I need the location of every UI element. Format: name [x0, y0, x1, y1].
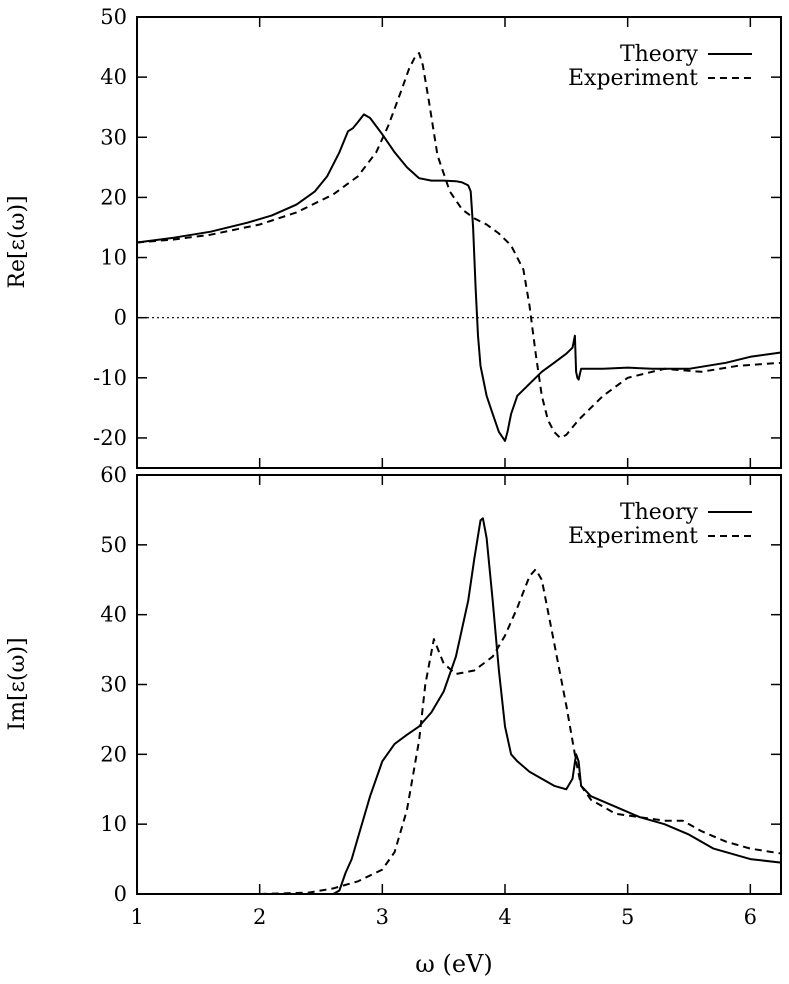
y-tick-label: 20	[100, 742, 127, 766]
y-tick-label: 30	[100, 125, 127, 149]
legend-label-theory: Theory	[620, 500, 699, 525]
legend-label-experiment: Experiment	[568, 524, 698, 549]
legend-label-experiment: Experiment	[568, 66, 698, 91]
series-theory-line	[137, 517, 782, 895]
x-axis-label: ω (eV)	[415, 950, 492, 978]
y-tick-label: 60	[100, 463, 127, 487]
x-tick-label: 3	[376, 905, 389, 929]
plot-frame	[136, 16, 782, 469]
y-tick-label: 10	[100, 812, 127, 836]
series-experiment-line	[259, 568, 782, 895]
y-tick-label: 30	[100, 673, 127, 697]
x-tick-label: 2	[253, 905, 266, 929]
y-tick-label: 50	[100, 5, 127, 29]
series-theory-line	[136, 113, 782, 442]
x-tick-label: 1	[130, 905, 143, 929]
x-tick-label: 5	[621, 905, 634, 929]
y-tick-label: -10	[93, 366, 127, 390]
y-tick-label: 40	[100, 603, 127, 627]
y-tick-label: 0	[114, 882, 127, 906]
y-tick-label: 40	[100, 65, 127, 89]
y-tick-label: 50	[100, 533, 127, 557]
legend-label-theory: Theory	[620, 42, 699, 67]
y-tick-label: 20	[100, 185, 127, 209]
y-axis-label: Re[ε(ω)]	[5, 195, 30, 288]
y-tick-label: 10	[100, 246, 127, 270]
y-tick-label: -20	[93, 426, 127, 450]
x-tick-label: 6	[744, 905, 757, 929]
y-tick-label: 0	[114, 306, 127, 330]
x-tick-label: 4	[498, 905, 511, 929]
y-axis-label: Im[ε(ω)]	[5, 637, 30, 730]
series-experiment-line	[136, 52, 782, 439]
plot-frame	[136, 474, 782, 895]
